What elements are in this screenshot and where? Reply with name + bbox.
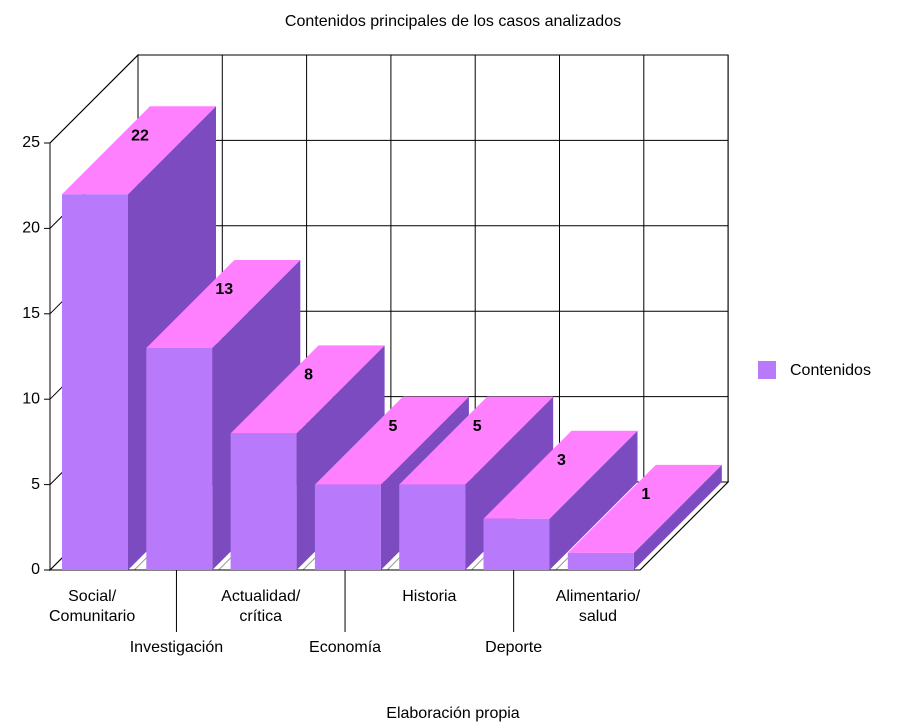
bar-top [314, 396, 469, 485]
x-tick-label: Deporte [485, 639, 543, 656]
bar [62, 194, 128, 571]
bar [230, 433, 297, 570]
x-tick-label: Investigación [129, 639, 224, 656]
floor-edge [639, 481, 729, 571]
bar [567, 552, 634, 570]
x-tick-label: Actualidad/ crítica [221, 588, 301, 625]
value-label: 5 [388, 418, 397, 435]
y-tick-label: 15 [22, 305, 40, 322]
x-tick-label: Economía [309, 639, 382, 656]
legend-swatch [758, 361, 776, 379]
value-label: 1 [641, 486, 650, 503]
bar-side [633, 464, 722, 570]
y-tick-label: 0 [31, 561, 40, 578]
bar [483, 518, 550, 570]
bar-top [399, 396, 554, 485]
bar-top [567, 464, 722, 553]
y-tick-label: 5 [31, 476, 40, 493]
bar [399, 484, 466, 570]
legend-label: Contenidos [790, 362, 871, 379]
chart-title: Contenidos principales de los casos anal… [285, 13, 621, 30]
bar-top [230, 345, 385, 434]
bar-top [62, 106, 216, 195]
y-tick-label: 10 [22, 390, 40, 407]
x-tick-label: Historia [402, 588, 457, 605]
bar [146, 347, 213, 570]
y-tick-label: 25 [22, 134, 40, 151]
caption: Elaboración propia [386, 705, 520, 722]
y-tick-label: 20 [22, 220, 40, 237]
value-label: 8 [304, 367, 313, 384]
value-label: 5 [473, 418, 482, 435]
bar-side [549, 430, 638, 570]
value-label: 3 [557, 452, 566, 469]
bar-top [483, 430, 638, 519]
value-label: 13 [215, 281, 233, 298]
grid-line [49, 54, 139, 144]
bar [314, 484, 381, 570]
x-tick-label: Alimentario/ salud [555, 588, 641, 625]
value-label: 22 [131, 127, 149, 144]
x-tick-label: Social/ Comunitario [49, 588, 136, 625]
bar-top [146, 259, 301, 348]
